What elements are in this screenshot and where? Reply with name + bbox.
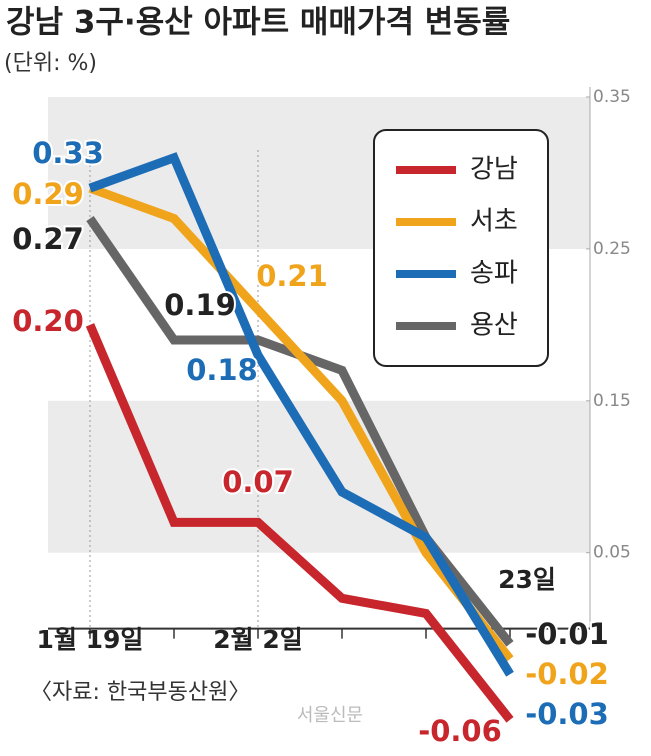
series-line	[88, 152, 514, 677]
y-tick-label: 0.05	[593, 543, 631, 563]
legend-label: 강남	[470, 155, 518, 185]
y-tick-label: 0.15	[593, 391, 631, 411]
legend-label: 서초	[470, 207, 518, 237]
value-label: 0.19	[164, 288, 236, 322]
value-label: 0.07	[222, 465, 294, 499]
value-label: 0.20	[12, 304, 84, 338]
value-label: 0.21	[256, 259, 328, 293]
value-label: -0.01	[525, 617, 609, 651]
band	[48, 400, 590, 553]
x-tick-label: 2월 2일	[213, 625, 303, 654]
value-label: 0.29	[12, 177, 84, 211]
series-line	[85, 323, 514, 723]
x-tick-label: 1월 19일	[37, 625, 144, 654]
legend-label: 용산	[470, 311, 518, 341]
series-line	[88, 183, 514, 662]
value-label: -0.06	[418, 714, 502, 748]
unit-note: (단위: %)	[4, 51, 97, 76]
legend-box	[373, 129, 549, 367]
x-tick-label: 23일	[498, 565, 556, 594]
value-label: -0.03	[525, 697, 609, 731]
value-label: -0.02	[525, 657, 609, 691]
legend-label: 송파	[470, 259, 518, 289]
value-label: 0.27	[12, 222, 84, 256]
y-tick-label: 0.35	[593, 87, 631, 107]
source: 〈자료: 한국부동산원〉	[30, 680, 250, 705]
chart-title: 강남 3구·용산 아파트 매매가격 변동률	[6, 5, 510, 41]
watermark: 서울신문	[297, 705, 363, 726]
value-label: 0.18	[186, 353, 258, 387]
y-tick-label: 0.25	[593, 239, 631, 259]
value-label: 0.33	[32, 136, 104, 170]
